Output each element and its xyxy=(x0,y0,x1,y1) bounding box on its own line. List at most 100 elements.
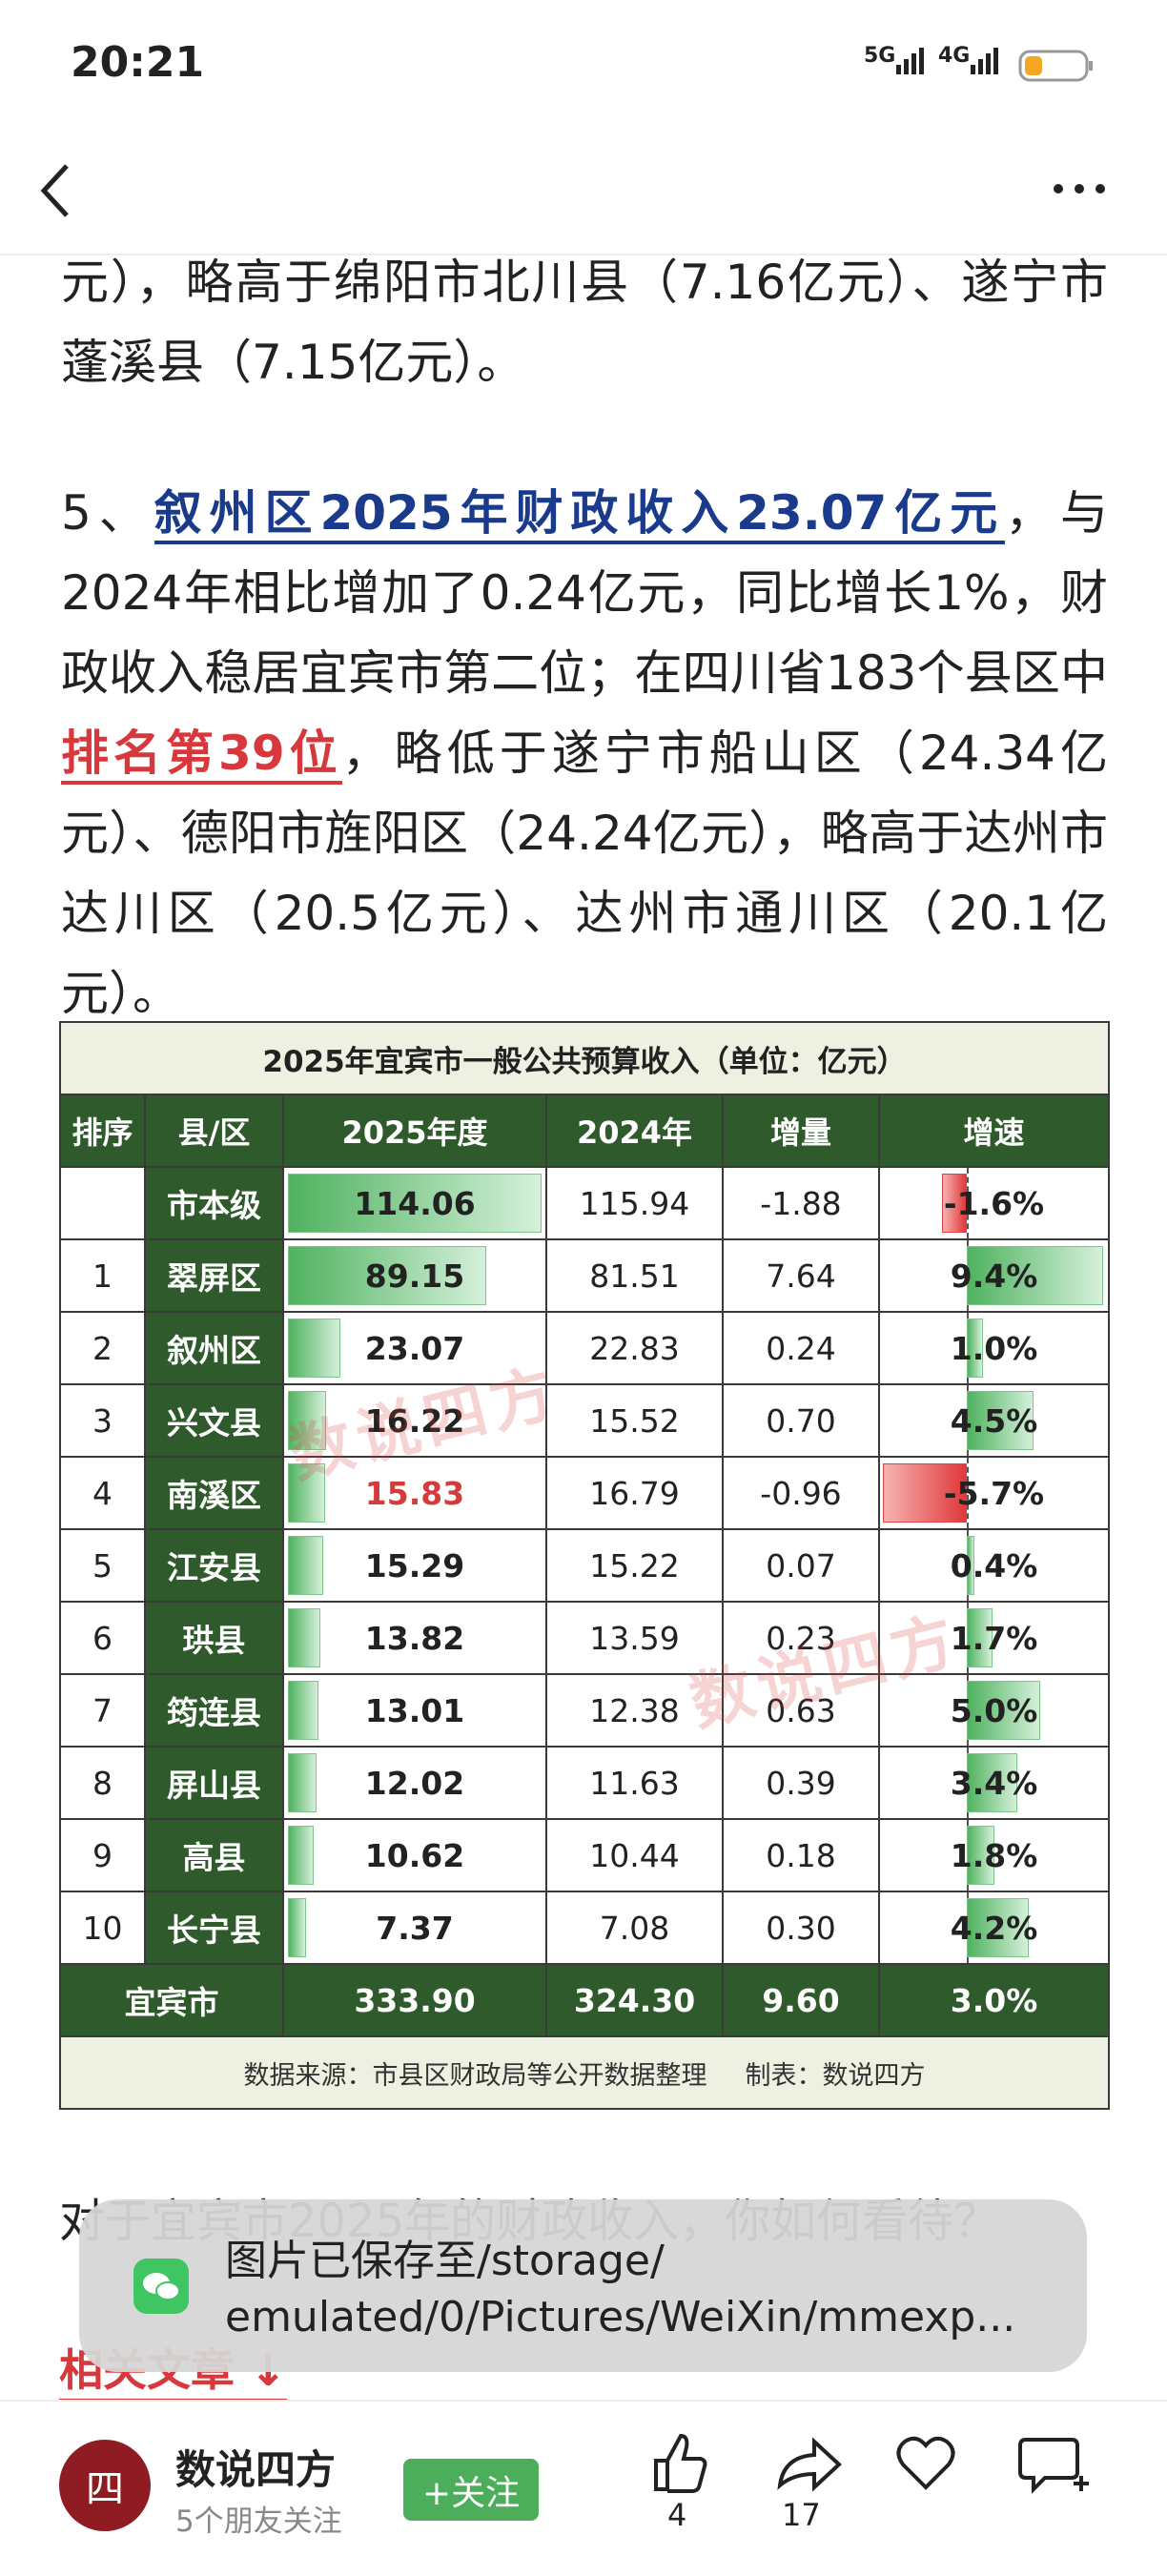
toast-text: emulated/0/Pictures/WeiXin/mmexp... xyxy=(225,2293,1016,2341)
source-text: 数据来源：市县区财政局等公开数据整理 xyxy=(243,2060,707,2091)
table-cell: 0.30 xyxy=(722,1891,880,1965)
cell-text: 8 xyxy=(92,1764,113,1802)
author-name[interactable]: 数说四方 xyxy=(175,2446,337,2493)
total-cell: 3.0% xyxy=(877,1963,1111,2037)
top-bar: 20:21 5G 4G xyxy=(0,0,1167,256)
cell-text: 16.79 xyxy=(589,1474,680,1512)
paragraph: 元），略高于绵阳市北川县（7.16亿元）、遂宁市蓬溪县（7.15亿元）。 xyxy=(61,242,1108,402)
table-row: 8 屏山县 12.02 11.63 0.39 3.4% xyxy=(59,1746,1111,1820)
data-bar xyxy=(288,1826,314,1885)
total-cell: 333.90 xyxy=(282,1963,547,2037)
avatar[interactable]: 四 xyxy=(59,2440,151,2531)
cell-text: 高县 xyxy=(182,1839,246,1876)
cell-text: 5.0% xyxy=(950,1691,1038,1729)
data-bar xyxy=(288,1463,325,1523)
column-header: 2024年 xyxy=(545,1094,724,1168)
table-cell: 3 xyxy=(59,1383,146,1458)
source-cell: 数据来源：市县区财政局等公开数据整理 制表：数说四方 xyxy=(58,2035,1111,2110)
cell-text: 5 xyxy=(92,1546,113,1584)
cell-text: 15.29 xyxy=(364,1546,465,1584)
follow-text: +关注 xyxy=(421,2473,521,2513)
growth-bar xyxy=(966,1608,993,1667)
table-cell: 高县 xyxy=(144,1818,284,1892)
growth-bar xyxy=(966,1898,1030,1957)
total-row: 宜宾市 333.90 324.30 9.60 3.0% xyxy=(59,1963,1111,2037)
data-bar xyxy=(288,1753,317,1812)
more-button[interactable] xyxy=(1049,179,1116,198)
column-header: 县/区 xyxy=(144,1094,284,1168)
like-count: 4 xyxy=(667,2497,687,2533)
cell-text: 江安县 xyxy=(167,1549,261,1586)
cell-text: -1.6% xyxy=(943,1184,1045,1222)
cell-text: 4 xyxy=(92,1474,113,1512)
avatar-text: 四 xyxy=(86,2467,124,2511)
cell-text: 兴文县 xyxy=(167,1404,261,1441)
favorite-icon[interactable] xyxy=(896,2436,955,2490)
wechat-icon xyxy=(133,2259,189,2314)
back-button[interactable] xyxy=(38,162,76,219)
table-cell: 兴文县 xyxy=(144,1383,284,1458)
title-row: 2025年宜宾市一般公共预算收入（单位：亿元） xyxy=(58,1021,1111,1095)
cell-text: 4.5% xyxy=(950,1401,1038,1440)
cell-text: 叙州区 xyxy=(167,1332,261,1369)
cell-text: 0.4% xyxy=(950,1546,1038,1584)
table-cell: 1.0% xyxy=(877,1311,1111,1385)
table-cell: 115.94 xyxy=(545,1166,724,1240)
table-cell: 8 xyxy=(59,1746,146,1820)
cell-text: -1.88 xyxy=(760,1184,842,1222)
cell-text: 13.59 xyxy=(589,1619,680,1657)
table-cell: 7.08 xyxy=(545,1891,724,1965)
cell-text: 珙县 xyxy=(182,1622,246,1659)
table-cell: -1.6% xyxy=(877,1166,1111,1240)
table-cell: 4.5% xyxy=(877,1383,1111,1458)
cell-text: 16.22 xyxy=(364,1401,465,1440)
table-cell: 翠屏区 xyxy=(144,1238,284,1313)
cell-text: 3 xyxy=(92,1401,113,1440)
cell-text: 1.7% xyxy=(950,1619,1038,1657)
table-cell: 4.2% xyxy=(877,1891,1111,1965)
table-cell: 1.7% xyxy=(877,1601,1111,1675)
table-cell: 7 xyxy=(59,1673,146,1748)
cell-text: 13.01 xyxy=(364,1691,465,1729)
cell-text: 12.02 xyxy=(364,1764,465,1802)
growth-bar xyxy=(966,1681,1041,1740)
cell-text: 0.23 xyxy=(766,1619,836,1657)
table-cell: 0.39 xyxy=(722,1746,880,1820)
table-cell: 15.83 xyxy=(282,1456,547,1530)
data-bar xyxy=(288,1536,324,1595)
bottom-bar: 四 数说四方 5个朋友关注 +关注 4 17 xyxy=(0,2400,1167,2576)
like-icon[interactable] xyxy=(654,2433,707,2493)
table-cell: 3.4% xyxy=(877,1746,1111,1820)
follow-button[interactable]: +关注 xyxy=(403,2459,539,2521)
table-cell: 89.15 xyxy=(282,1238,547,1313)
cell-text: 6 xyxy=(92,1619,113,1657)
cell-text: 7.08 xyxy=(599,1909,670,1947)
table-cell: 江安县 xyxy=(144,1528,284,1603)
highlight: 叙州区2025年财政收入23.07亿元 xyxy=(154,485,1006,544)
cell-text: 10.62 xyxy=(364,1836,465,1874)
cell-text: 9 xyxy=(92,1836,113,1874)
table-cell: 22.83 xyxy=(545,1311,724,1385)
clock: 20:21 xyxy=(71,38,205,87)
cell-text: 翠屏区 xyxy=(167,1259,261,1297)
table-cell: 屏山县 xyxy=(144,1746,284,1820)
cell-text: 市本级 xyxy=(167,1187,261,1224)
data-bar xyxy=(288,1608,320,1667)
cell-text: -5.7% xyxy=(943,1474,1045,1512)
status-icons xyxy=(896,48,1093,82)
table-cell: 15.29 xyxy=(282,1528,547,1603)
growth-bar xyxy=(883,1463,967,1523)
maker-text: 制表：数说四方 xyxy=(745,2060,926,2091)
cell-text: 4.2% xyxy=(950,1909,1038,1947)
table-cell: 11.63 xyxy=(545,1746,724,1820)
network-label: 5G xyxy=(864,44,896,68)
table-cell: 16.22 xyxy=(282,1383,547,1458)
share-icon[interactable] xyxy=(777,2437,842,2492)
text: 元），略高于绵阳市北川县（7.16亿元）、遂宁市蓬溪县（7.15亿元）。 xyxy=(61,255,1108,390)
table-cell: 23.07 xyxy=(282,1311,547,1385)
cell-text: 1.0% xyxy=(950,1329,1038,1367)
table-cell: 0.4% xyxy=(877,1528,1111,1603)
comment-icon[interactable] xyxy=(1018,2438,1089,2494)
table-cell: -1.88 xyxy=(722,1166,880,1240)
